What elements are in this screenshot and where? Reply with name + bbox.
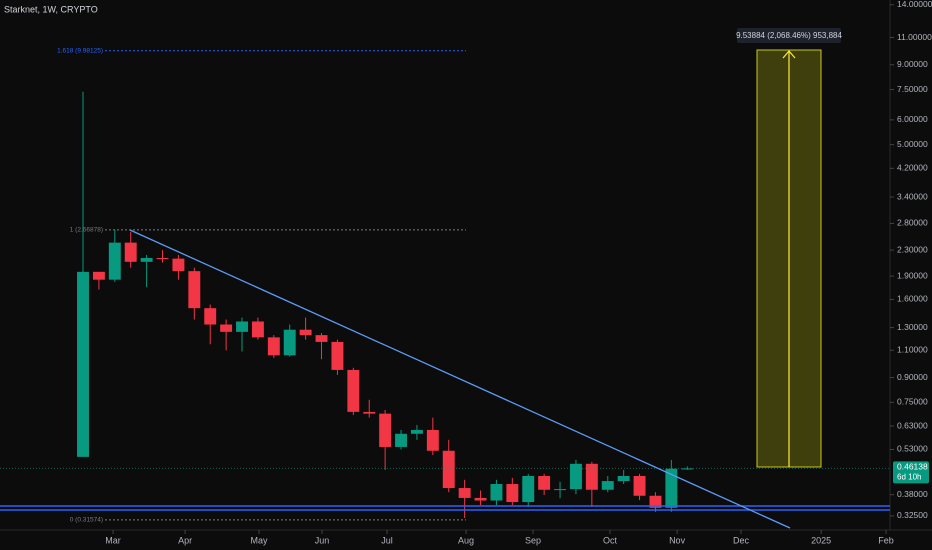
candle-body: [315, 335, 328, 342]
y-tick-label: 5.00000: [897, 139, 928, 149]
candle-body: [569, 463, 582, 490]
candle-body: [410, 429, 423, 434]
candle-body: [681, 468, 694, 470]
last-price-tag: [893, 461, 929, 484]
candle-body: [92, 271, 105, 280]
candle-body: [283, 329, 296, 356]
x-tick-label: 2025: [811, 535, 831, 545]
candle-body: [649, 495, 662, 508]
candle-body: [236, 321, 248, 332]
candle-body: [633, 476, 646, 496]
candle-body: [188, 271, 201, 309]
candle-body: [77, 271, 89, 457]
candle-body: [538, 476, 551, 490]
projection-arrow-head: [782, 50, 796, 59]
y-tick-label: 6.00000: [897, 114, 928, 124]
candle-body: [172, 258, 185, 272]
y-tick-label: 0.75000: [897, 397, 928, 407]
plot: 1.618 (9.98125) 1 (2.66878) 0 (0.31574): [57, 47, 694, 524]
candle-body: [506, 484, 519, 503]
candle-body: [426, 429, 439, 451]
x-tick-label: Mar: [105, 535, 121, 545]
candle-body: [267, 337, 280, 356]
y-tick-label: 0.90000: [897, 372, 928, 382]
y-tick-label: 11.00000: [897, 32, 932, 42]
y-tick-label: 14.00000: [897, 0, 932, 9]
candle-body: [140, 258, 153, 262]
y-tick-label: 9.00000: [897, 59, 928, 69]
projection-label-box: [737, 28, 841, 43]
y-tick-label: 0.38000: [897, 489, 928, 499]
candle-body: [458, 488, 471, 498]
y-tick-label: 2.80000: [897, 218, 928, 228]
x-tick-label: Apr: [178, 535, 192, 545]
x-tick-label: Nov: [669, 535, 686, 545]
candle-body: [156, 258, 169, 260]
x-tick-label: Dec: [733, 535, 750, 545]
x-tick-label: Feb: [878, 535, 894, 545]
candle-body: [379, 413, 392, 447]
y-tick-label: 1.90000: [897, 270, 928, 280]
candle-body: [474, 497, 487, 501]
y-tick-label: 2.30000: [897, 244, 928, 254]
y-tick-label: 0.53000: [897, 444, 928, 454]
y-tick-label: 1.30000: [897, 322, 928, 332]
candle-body: [522, 476, 535, 503]
candle-body: [601, 481, 614, 490]
fib-label: 1.618 (9.98125): [57, 47, 103, 54]
candle-body: [554, 489, 567, 491]
y-tick-label: 0.63000: [897, 420, 928, 430]
x-tick-label: May: [251, 535, 269, 545]
candle-body: [490, 484, 503, 501]
countdown-label: 6d 10h: [897, 472, 921, 481]
y-tick-label: 4.20000: [897, 163, 928, 173]
trendline: [129, 229, 791, 529]
candle-body: [299, 329, 312, 336]
candle-body: [363, 411, 376, 414]
candle-body: [124, 242, 137, 262]
x-tick-label: Aug: [458, 535, 474, 545]
fib-label: 1 (2.66878): [70, 227, 103, 234]
candle-body: [665, 468, 678, 508]
y-tick-label: 3.40000: [897, 191, 928, 201]
fib-label: 0 (0.31574): [70, 517, 103, 524]
candle-body: [442, 450, 455, 489]
candle-body: [331, 341, 344, 370]
candle-body: [251, 321, 264, 338]
y-tick-label: 1.60000: [897, 294, 928, 304]
candle-body: [347, 369, 360, 412]
x-tick-label: Jul: [381, 535, 393, 545]
candle-body: [395, 433, 407, 447]
candle-body: [617, 476, 630, 482]
y-tick-label: 1.10000: [897, 345, 928, 355]
x-tick-label: Oct: [603, 535, 618, 545]
x-tick-label: Jun: [315, 535, 330, 545]
candle-body: [204, 308, 217, 325]
projection-label: 9.53884 (2,068.46%) 953,884: [736, 31, 842, 40]
x-tick-label: Sep: [525, 535, 541, 545]
y-tick-label: 0.32500: [897, 510, 928, 520]
candle-body: [220, 324, 233, 332]
last-price-label: 0.46138: [897, 462, 928, 472]
candle-body: [108, 242, 121, 280]
candle-body: [585, 463, 598, 490]
chart-title: Starknet, 1W, CRYPTO: [4, 4, 98, 14]
y-tick-label: 7.50000: [897, 84, 928, 94]
